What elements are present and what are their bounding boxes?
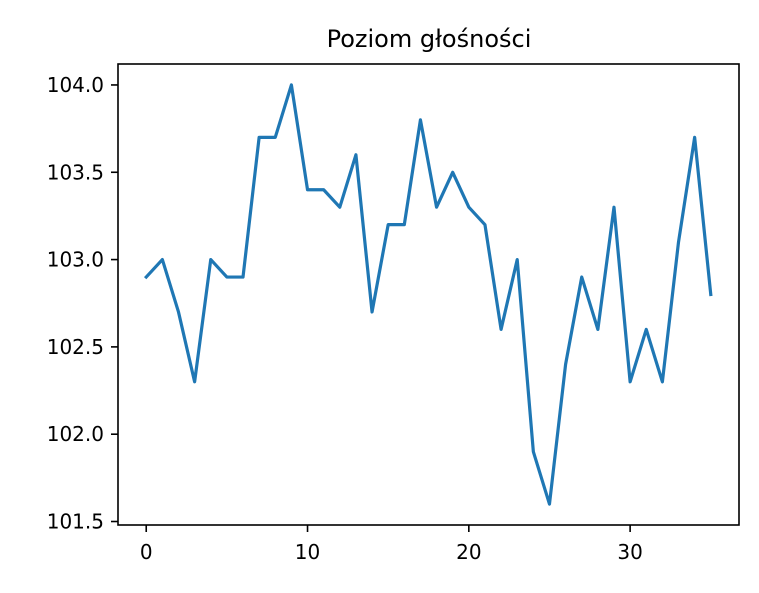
series-line-0 xyxy=(143,83,713,506)
x-tick-label: 20 xyxy=(456,540,481,564)
x-tick-label: 30 xyxy=(617,540,642,564)
y-tick-label: 102.0 xyxy=(47,422,104,446)
plot-area: 0 10 20 30 101.5 102.0 102.5 103.0 103.5 104.0 xyxy=(47,63,740,564)
x-tick-label: 10 xyxy=(295,540,320,564)
y-tick-label: 101.5 xyxy=(47,510,104,534)
y-tick-label: 103.0 xyxy=(47,248,104,272)
x-tick-label: 0 xyxy=(140,540,153,564)
axes-frame xyxy=(117,63,740,526)
y-tick-label: 104.0 xyxy=(47,73,104,97)
y-tick-label: 103.5 xyxy=(47,160,104,184)
y-tick-label: 102.5 xyxy=(47,335,104,359)
chart-title: Poziom głośności xyxy=(327,25,532,53)
